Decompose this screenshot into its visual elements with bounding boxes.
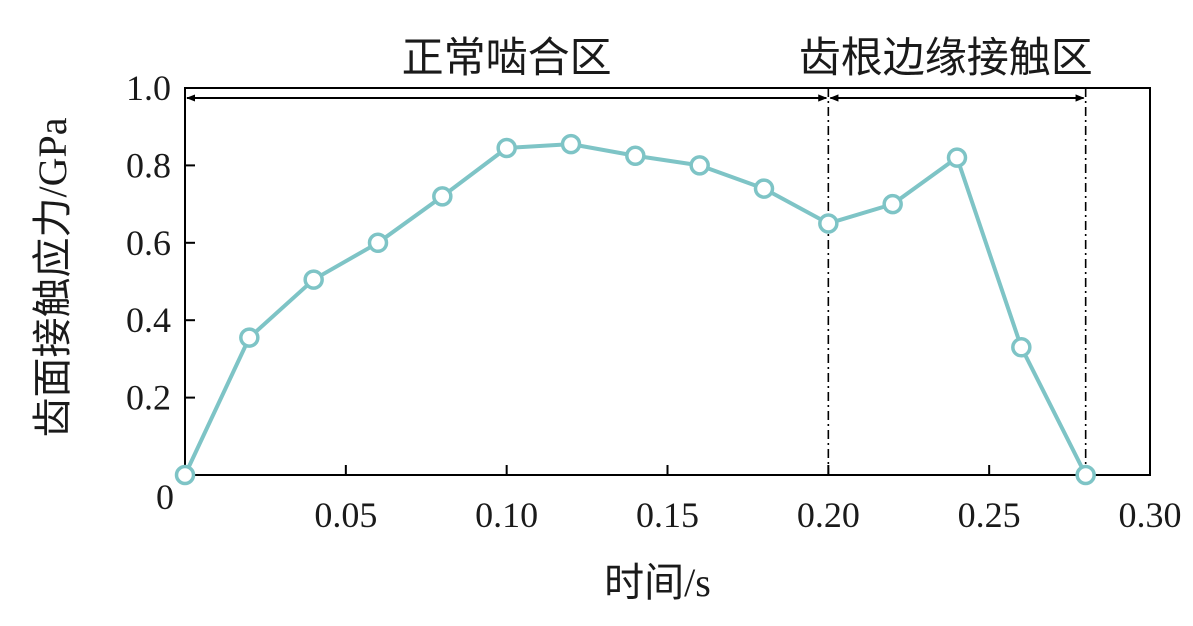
x-tick-label: 0.15 (636, 495, 699, 535)
y-tick-label: 0.4 (126, 300, 171, 340)
y-tick-label: 1.0 (126, 68, 171, 108)
data-point (818, 213, 839, 234)
y-tick-label: 0.2 (126, 378, 171, 418)
region-label-normal: 正常啮合区 (402, 33, 612, 82)
x-tick-label: 0.05 (314, 495, 377, 535)
data-series (174, 133, 1096, 486)
region-boundaries (827, 88, 1087, 475)
data-point (625, 145, 646, 166)
data-point (1011, 337, 1032, 358)
x-tick-label: 0.30 (1119, 495, 1182, 535)
data-point (174, 464, 196, 486)
y-tick-label: 0.6 (126, 223, 171, 263)
y-axis-title: 齿面接触应力/GPa (30, 117, 75, 437)
data-point (303, 269, 324, 290)
y-tick-label: 0 (156, 477, 174, 517)
data-point (882, 193, 903, 215)
data-point (560, 133, 582, 155)
data-point (239, 327, 260, 348)
x-axis-title: 时间/s (604, 560, 711, 605)
data-point (689, 155, 710, 176)
x-tick-label: 0.20 (797, 495, 860, 535)
x-tick-label: 0.25 (958, 495, 1021, 535)
data-point (367, 232, 389, 254)
plot-frame (184, 87, 1151, 476)
data-point (753, 178, 775, 199)
series-line (183, 142, 1088, 476)
x-tick-label: 0.10 (475, 495, 538, 535)
y-tick-label: 0.8 (126, 145, 171, 185)
data-point (946, 147, 968, 168)
data-point (1075, 464, 1096, 486)
region-label-root-edge: 齿根边缘接触区 (799, 33, 1093, 82)
region-annotations: 正常啮合区 齿根边缘接触区 (186, 33, 1093, 102)
plot-border (184, 87, 1151, 476)
data-point (432, 186, 453, 207)
axis-ticks: 0.05 0.10 0.15 0.20 0.25 0.30 0 0.2 0.4 0.6 0.8 1.0 (126, 68, 1182, 535)
data-point (496, 137, 517, 159)
